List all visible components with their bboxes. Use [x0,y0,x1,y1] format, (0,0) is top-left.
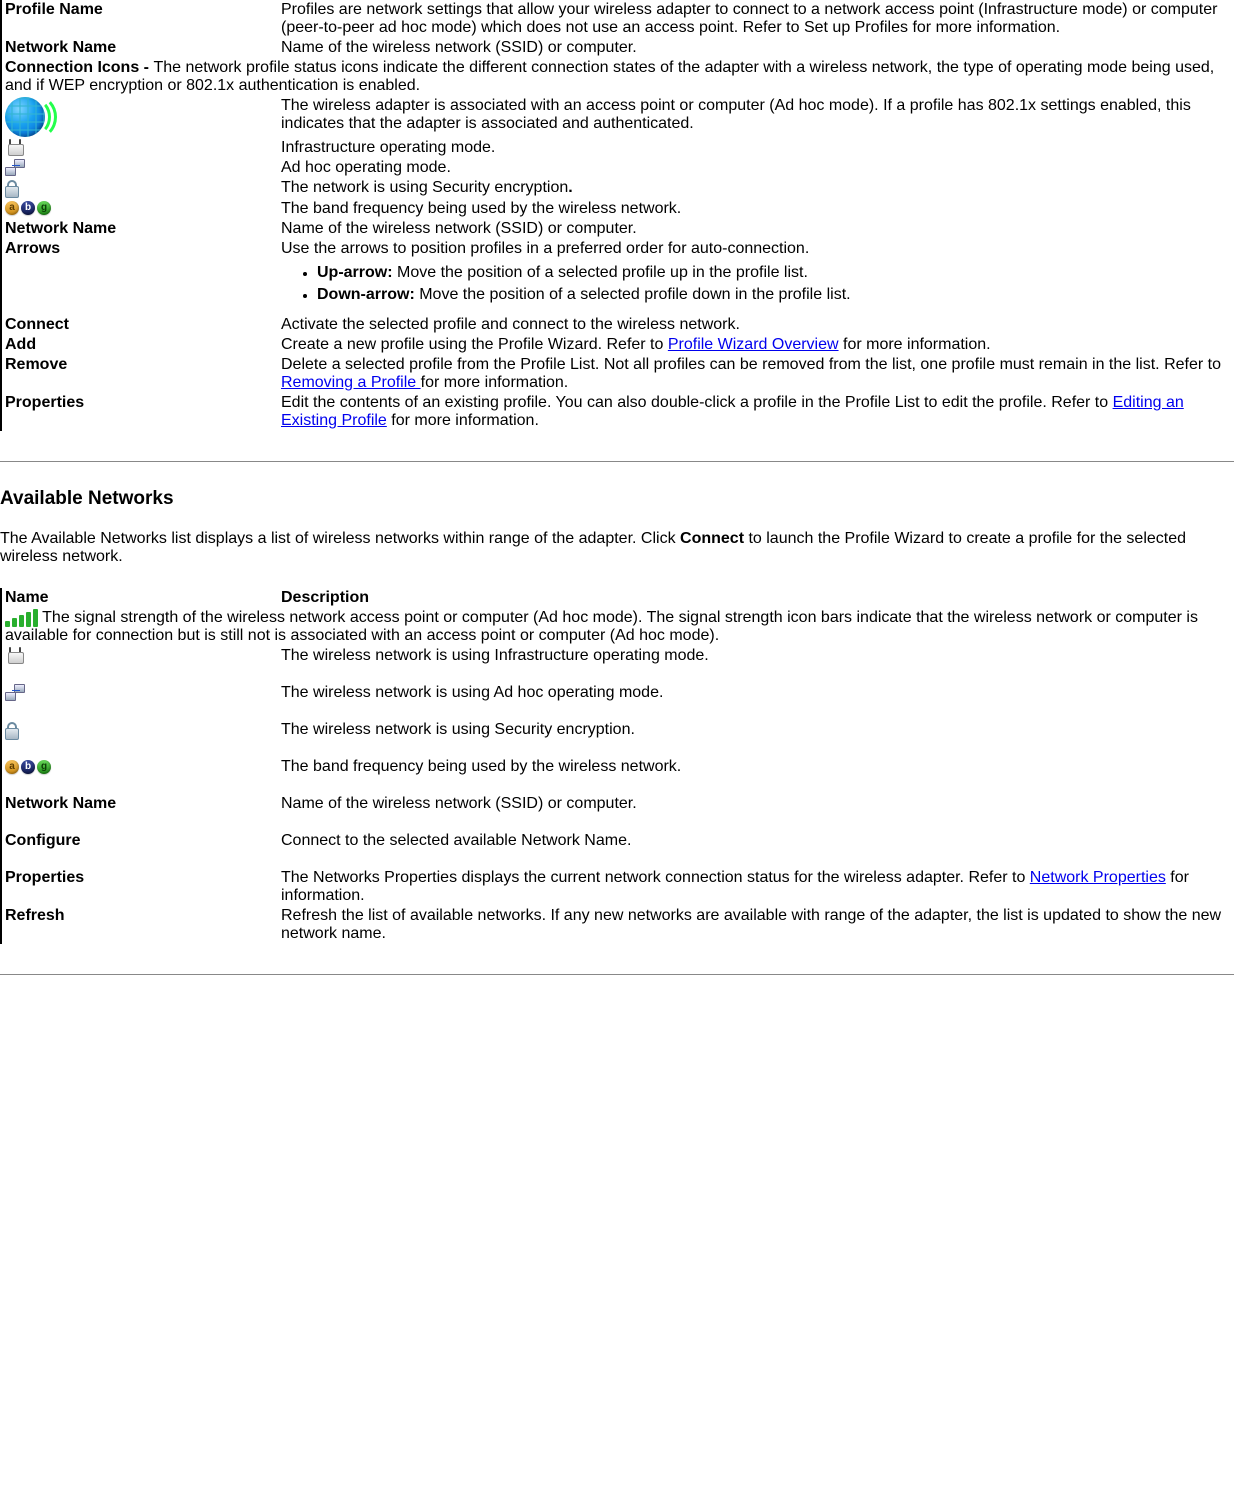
desc-lock: The network is using Security encryption… [278,178,1234,198]
bottom-divider [0,974,1234,975]
desc-connect: Activate the selected profile and connec… [278,315,1234,335]
desc-remove: Delete a selected profile from the Profi… [278,355,1234,393]
cell-globe-icon [1,96,278,138]
access-point-icon [5,647,25,665]
cell-lock-icon-2 [1,720,278,757]
term-connect: Connect [1,315,278,335]
row-signal: The signal strength of the wireless netw… [1,608,1234,646]
row-connection-icons: Connection Icons - The network profile s… [1,58,1234,96]
desc-properties-2: The Networks Properties displays the cur… [278,868,1234,906]
desc-profile-name: Profiles are network settings that allow… [278,0,1234,38]
cell-ap-icon-2 [1,646,278,683]
lock-icon [5,721,19,739]
cell-band-icon: abg [1,199,278,219]
term-nn: Network Name [1,794,278,831]
desc-signal: The signal strength of the wireless netw… [5,609,1198,644]
desc-refresh: Refresh the list of available networks. … [278,906,1234,944]
cell-lock-icon [1,178,278,198]
desc-configure: Connect to the selected available Networ… [278,831,1234,868]
term-configure: Configure [1,831,278,868]
term-connection-icons: Connection Icons - [5,59,153,76]
desc-add: Create a new profile using the Profile W… [278,335,1234,355]
desc-ap: Infrastructure operating mode. [278,138,1234,158]
col-name: Name [1,588,278,608]
adhoc-icon [5,159,25,177]
cell-adhoc-icon [1,158,278,178]
desc-connection-icons: The network profile status icons indicat… [5,59,1214,94]
adhoc-icon [5,684,25,702]
desc-network-name-2: Name of the wireless network (SSID) or c… [278,219,1234,239]
arrow-up-item: Up-arrow: Move the position of a selecte… [317,264,1231,282]
term-profile-name: Profile Name [1,0,278,38]
desc-globe: The wireless adapter is associated with … [278,96,1234,138]
desc-adhoc: Ad hoc operating mode. [278,158,1234,178]
arrows-list: Up-arrow: Move the position of a selecte… [317,264,1231,304]
available-networks-heading: Available Networks [0,488,1234,510]
desc-adhoc-2: The wireless network is using Ad hoc ope… [278,683,1234,720]
link-removing-profile[interactable]: Removing a Profile [281,374,421,391]
desc-nn: Name of the wireless network (SSID) or c… [278,794,1234,831]
desc-properties: Edit the contents of an existing profile… [278,393,1234,431]
desc-lock-2: The wireless network is using Security e… [278,720,1234,757]
desc-ap-2: The wireless network is using Infrastruc… [278,646,1234,683]
cell-band-icon-2: abg [1,757,278,794]
term-network-name: Network Name [1,38,278,58]
band-abg-icon: abg [5,760,51,774]
signal-bars-icon [5,609,38,627]
link-network-properties[interactable]: Network Properties [1030,869,1166,886]
term-refresh: Refresh [1,906,278,944]
section-divider [0,461,1234,462]
desc-network-name: Name of the wireless network (SSID) or c… [278,38,1234,58]
access-point-icon [5,139,25,157]
term-remove: Remove [1,355,278,393]
term-properties-2: Properties [1,868,278,906]
desc-band: The band frequency being used by the wir… [278,199,1234,219]
desc-arrows-cell: Use the arrows to position profiles in a… [278,239,1234,315]
term-network-name-2: Network Name [1,219,278,239]
term-properties: Properties [1,393,278,431]
link-profile-wizard[interactable]: Profile Wizard Overview [668,336,839,353]
connected-globe-icon [5,97,45,137]
available-networks-table: Name Description The signal strength of … [0,588,1234,944]
profiles-table: Profile Name Profiles are network settin… [0,0,1234,431]
cell-ap-icon [1,138,278,158]
desc-band-2: The band frequency being used by the wir… [278,757,1234,794]
term-arrows: Arrows [1,239,278,315]
col-desc: Description [278,588,1234,608]
available-networks-lead: The Available Networks list displays a l… [0,530,1234,566]
band-abg-icon: abg [5,201,51,215]
term-add: Add [1,335,278,355]
desc-arrows: Use the arrows to position profiles in a… [281,240,809,257]
cell-adhoc-icon-2 [1,683,278,720]
lock-icon [5,179,19,197]
arrow-down-item: Down-arrow: Move the position of a selec… [317,286,1231,304]
